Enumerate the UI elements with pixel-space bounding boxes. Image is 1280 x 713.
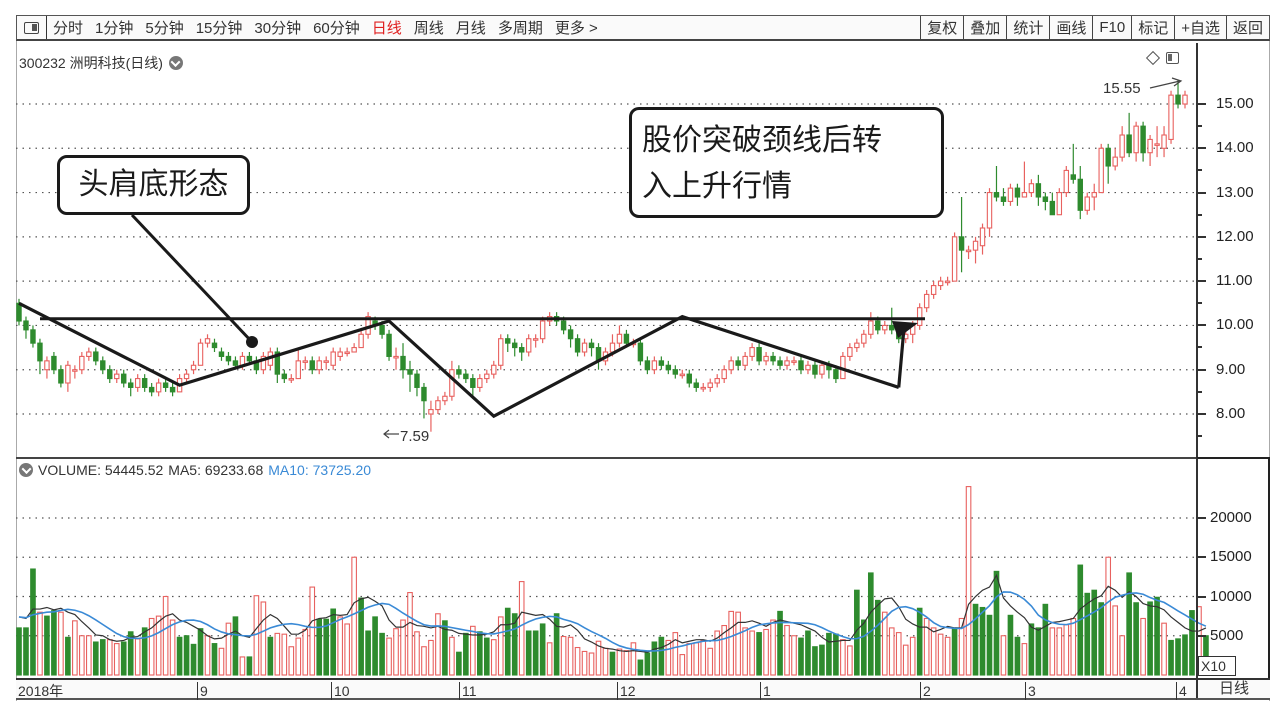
axis-tick-mark: [1196, 324, 1206, 327]
sidebar-toggle-button[interactable]: [17, 16, 47, 39]
volume-tick-label: 20000: [1210, 509, 1252, 526]
volume-axis: [1196, 457, 1270, 678]
price-tick-label: 8.00: [1216, 405, 1246, 422]
date-label: 12: [617, 682, 636, 700]
toolbar-button-7[interactable]: 返回: [1225, 16, 1269, 39]
toolbar-button-5[interactable]: 标记: [1131, 16, 1174, 39]
callout-text-line2: 入上升行情: [642, 169, 792, 204]
price-tick-label: 9.00: [1216, 360, 1246, 378]
callout-head-shoulders: 头肩底形态: [57, 155, 250, 215]
volume-value: VOLUME: 54445.52: [38, 462, 164, 478]
date-label: 11: [459, 682, 477, 700]
date-label: 9: [197, 682, 208, 700]
tab-period-2[interactable]: 5分钟: [145, 20, 184, 37]
date-label: 2018年: [18, 683, 64, 699]
volume-chart: [16, 486, 1209, 676]
toolbar-actions: 复权 叠加 统计 画线 F10 标记 +自选 返回: [920, 16, 1269, 39]
callout-text-line1: 股价突破颈线后转: [642, 123, 882, 158]
axis-minor-tick: [1196, 390, 1202, 393]
volume-tick-label: 10000: [1210, 587, 1252, 605]
volume-tick-label: 5000: [1210, 626, 1244, 644]
price-tick-label: 15.00: [1216, 95, 1254, 112]
stock-title-text: 300232 洲明科技(日线): [19, 55, 163, 71]
axis-tick-mark: [1196, 634, 1206, 637]
axis-tick-mark: [1196, 280, 1206, 283]
price-tick-label: 14.00: [1216, 139, 1254, 157]
high-price-label: 15.55: [1103, 80, 1141, 97]
low-price-label: 7.59: [400, 428, 429, 445]
date-label: 1: [760, 682, 771, 700]
chevron-down-icon[interactable]: [168, 56, 183, 70]
axis-tick-mark: [1196, 235, 1206, 238]
volume-header: VOLUME: 54445.52 MA5: 69233.68 MA10: 737…: [19, 462, 371, 478]
tab-period-5[interactable]: 60分钟: [313, 20, 360, 37]
period-tabs: 分时 1分钟 5分钟 15分钟 30分钟 60分钟 日线 周线 月线 多周期 更多 >: [47, 16, 920, 39]
toolbar-button-6[interactable]: +自选: [1174, 16, 1226, 39]
volume-pane[interactable]: [16, 459, 1209, 678]
axis-tick-mark: [1196, 413, 1206, 415]
date-label: 3: [1025, 682, 1036, 700]
panel-toggle-icon: [24, 21, 39, 34]
date-axis: 日线 2018年 9 10 11 12 1 2 3 4: [16, 678, 1270, 700]
volume-multiplier: X10: [1198, 656, 1236, 676]
axis-tick-mark: [1196, 103, 1206, 105]
tab-period-6[interactable]: 日线: [371, 20, 402, 37]
price-tick-label: 10.00: [1216, 316, 1254, 334]
tab-period-8[interactable]: 月线: [455, 20, 486, 37]
chevron-down-icon[interactable]: [19, 463, 33, 477]
axis-minor-tick: [1196, 435, 1202, 437]
callout-breakout: 股价突破颈线后转 入上升行情: [629, 107, 944, 218]
volume-tick-label: 15000: [1210, 548, 1252, 566]
axis-minor-tick: [1196, 257, 1202, 260]
axis-tick-mark: [1196, 595, 1206, 598]
tab-period-3[interactable]: 15分钟: [195, 20, 243, 37]
axis-tick-mark: [1196, 147, 1206, 150]
price-tick-label: 13.00: [1216, 183, 1254, 201]
chart-frame: [16, 41, 1270, 701]
pane-divider[interactable]: [16, 457, 1196, 459]
ma5-value: MA5: 69233.68: [168, 462, 264, 478]
axis-minor-tick: [1196, 302, 1202, 305]
toolbar-button-2[interactable]: 统计: [1006, 16, 1049, 39]
axis-minor-tick: [1196, 169, 1202, 172]
price-tick-label: 12.00: [1216, 227, 1254, 245]
price-tick-label: 11.00: [1216, 272, 1253, 290]
axis-tick-mark: [1196, 191, 1206, 194]
tab-period-0[interactable]: 分时: [53, 20, 84, 37]
axis-minor-tick: [1196, 213, 1202, 216]
toolbar-button-1[interactable]: 叠加: [963, 16, 1006, 39]
price-axis: [1196, 43, 1270, 457]
axis-minor-tick: [1196, 125, 1202, 127]
tab-period-1[interactable]: 1分钟: [95, 20, 134, 37]
tab-period-9[interactable]: 多周期: [497, 20, 543, 37]
tab-period-10[interactable]: 更多 >: [554, 20, 598, 37]
axis-tick-mark: [1196, 368, 1206, 371]
period-toolbar: 分时 1分钟 5分钟 15分钟 30分钟 60分钟 日线 周线 月线 多周期 更多 > 复权 叠加 统计…: [16, 15, 1270, 41]
ma10-value: MA10: 73725.20: [268, 462, 372, 478]
toolbar-button-3[interactable]: 画线: [1049, 16, 1092, 39]
date-label: 2: [920, 682, 931, 700]
panel-layout-icon[interactable]: [1166, 52, 1179, 64]
axis-tick-mark: [1196, 556, 1206, 559]
date-label: 4: [1176, 682, 1187, 700]
callout-text: 头肩底形态: [78, 167, 229, 202]
axis-tick-mark: [1196, 517, 1206, 519]
axis-minor-tick: [1196, 346, 1202, 349]
stock-title: 300232 洲明科技(日线): [19, 53, 183, 73]
date-label: 10: [331, 682, 350, 700]
chart-tools: [1145, 50, 1179, 66]
toolbar-button-0[interactable]: 复权: [920, 16, 963, 39]
period-label: 日线: [1196, 680, 1270, 698]
toolbar-button-4[interactable]: F10: [1092, 16, 1131, 39]
tab-period-7[interactable]: 周线: [413, 20, 444, 37]
tab-period-4[interactable]: 30分钟: [254, 20, 302, 37]
